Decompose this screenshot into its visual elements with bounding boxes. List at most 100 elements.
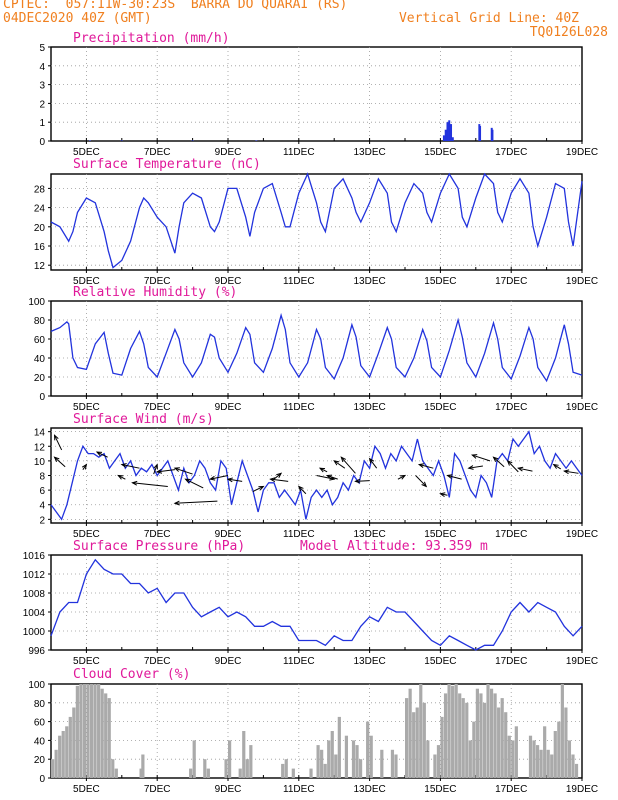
cloud-bar — [79, 684, 83, 778]
header-line3-right: TQ0126L028 — [529, 25, 608, 40]
precip-bar — [444, 129, 447, 141]
x-tick-label: 7DEC — [144, 276, 171, 287]
precip-bar — [255, 140, 258, 141]
cloud-bar — [316, 745, 320, 778]
cloud-bar — [497, 707, 501, 778]
wind-arrow — [518, 467, 533, 472]
wind-arrow — [319, 467, 328, 473]
wind-arrow — [174, 467, 193, 475]
panel-temp: 12 16 20 24 28 5DEC 7DEC 9DEC 11DEC 13DEC 15DEC 17D… — [34, 157, 598, 287]
panel-title: Relative Humidity (%) — [73, 285, 237, 300]
panel-frame — [50, 554, 583, 651]
wind-arrow-head — [492, 456, 499, 462]
wind-arrow — [415, 475, 427, 487]
cloud-bar — [422, 702, 426, 778]
cloud-bar — [245, 759, 249, 778]
cloud-bar — [571, 754, 575, 778]
cloud-bar — [351, 740, 356, 778]
cloud-bar — [443, 693, 448, 778]
wind-arrow-head — [354, 478, 361, 484]
wind-arrow — [472, 454, 491, 462]
wind-arrow — [54, 456, 66, 468]
panel-pressure: 996 1000 1004 1008 1012 1016 5DEC 7DEC 9DEC 11DEC… — [23, 539, 598, 667]
cloud-bar — [327, 740, 331, 778]
cloud-bar — [482, 702, 487, 778]
x-tick-label: 17DEC — [495, 656, 527, 667]
panel-frame — [50, 46, 583, 142]
wind-arrow-head — [333, 460, 340, 466]
series-line-temp — [50, 172, 583, 269]
wind-arrow-head — [131, 480, 138, 486]
x-tick-label: 17DEC — [495, 402, 527, 413]
x-tick-label: 13DEC — [353, 529, 385, 540]
y-tick-label: 80 — [34, 316, 46, 327]
panel-title: Surface Wind (m/s) — [73, 412, 214, 427]
x-tick-label: 13DEC — [353, 276, 385, 287]
header-line1: CPTEC: 057:11W-30:23S BARRA DO QUARAI (R… — [3, 0, 348, 12]
panel-title: Cloud Cover (%) — [73, 667, 190, 682]
panel-precip: 0 1 2 3 4 5 5DEC 7DEC 9DEC 11DEC 13DEC 15DEC 17DEC 19… — [39, 31, 598, 158]
header-line2-left: 04DEC2020 40Z (GMT) — [3, 11, 152, 26]
cloud-bar — [486, 684, 490, 778]
x-tick-label: 15DEC — [424, 784, 456, 795]
y-tick-label: 100 — [28, 680, 45, 691]
x-tick-label: 17DEC — [495, 276, 527, 287]
wind-arrow — [493, 456, 505, 468]
precip-bar — [448, 120, 451, 141]
y-tick-label: 14 — [34, 428, 46, 439]
wind-arrow — [326, 475, 338, 480]
y-tick-label: 1 — [39, 118, 45, 129]
wind-arrow — [507, 460, 519, 473]
cloud-bar — [86, 684, 90, 778]
wind-arrow-head — [506, 459, 513, 466]
wind-arrow-head — [276, 472, 283, 478]
y-tick-label: 5 — [39, 43, 45, 54]
x-tick-label: 15DEC — [424, 656, 456, 667]
wind-arrow-head — [368, 457, 375, 464]
wind-arrow — [252, 486, 264, 493]
cloud-bar — [564, 707, 568, 778]
x-tick-label: 9DEC — [215, 784, 242, 795]
wind-arrow-head — [340, 456, 347, 463]
series-line-pressure — [50, 558, 583, 651]
cloud-bar — [394, 754, 398, 778]
cloud-bar — [228, 740, 232, 778]
y-tick-label: 996 — [28, 646, 45, 657]
cloud-bar — [139, 768, 143, 778]
cloud-bar — [189, 768, 193, 778]
wind-arrow-head — [417, 463, 425, 468]
panel-frame — [50, 300, 583, 397]
x-tick-label: 11DEC — [283, 147, 315, 158]
cloud-bar — [97, 684, 101, 778]
wind-arrow-head — [467, 465, 474, 470]
wind-arrow-head — [318, 467, 326, 473]
wind-arrow — [468, 465, 483, 469]
cloud-bar — [451, 685, 455, 778]
wind-arrow-head — [439, 492, 446, 498]
precip-bar — [446, 122, 449, 141]
cloud-bar — [415, 707, 419, 778]
cloud-bar — [543, 726, 547, 778]
x-tick-label: 19DEC — [566, 656, 598, 667]
cloud-bar — [75, 685, 79, 778]
cloud-bar — [61, 731, 65, 778]
y-tick-label: 12 — [34, 261, 46, 272]
x-tick-label: 19DEC — [566, 276, 598, 287]
y-tick-label: 0 — [39, 392, 45, 403]
wind-arrow — [316, 475, 335, 480]
wind-arrow-head — [53, 434, 59, 441]
x-tick-label: 15DEC — [424, 276, 456, 287]
cloud-bar — [114, 768, 118, 778]
cloud-bar — [206, 768, 210, 778]
cloud-bar — [475, 688, 479, 778]
y-tick-label: 6 — [39, 486, 45, 497]
cloud-bar — [465, 702, 469, 778]
cloud-bar — [355, 745, 359, 778]
wind-arrow-head — [552, 463, 559, 469]
x-tick-label: 13DEC — [353, 147, 385, 158]
cloud-bar — [468, 740, 472, 778]
wind-arrow — [54, 435, 63, 451]
y-tick-label: 60 — [34, 718, 46, 729]
y-tick-label: 12 — [34, 442, 46, 453]
